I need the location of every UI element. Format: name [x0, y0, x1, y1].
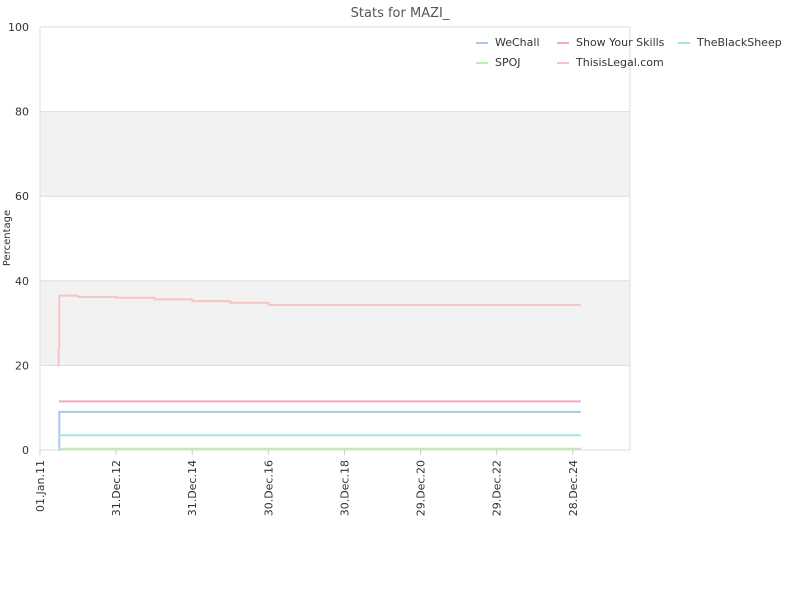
legend-label: SPOJ: [495, 56, 521, 69]
legend-label: WeChall: [495, 36, 540, 49]
legend-item-thisislegal-com[interactable]: ThisisLegal.com: [557, 56, 664, 69]
legend-item-spoj[interactable]: SPOJ: [476, 56, 521, 69]
x-tick-label: 29.Dec.20: [415, 460, 428, 516]
plot-frame: [39, 26, 631, 451]
x-tick-label: 30.Dec.18: [338, 460, 351, 516]
legend-label: Show Your Skills: [576, 36, 665, 49]
series-lines: [57, 294, 581, 451]
y-axis-ticks: 0 20 40 60 80 100: [8, 21, 29, 457]
legend-label: ThisisLegal.com: [575, 56, 664, 69]
plot-bands: [40, 111, 630, 366]
x-tick-label: 01.Jan.11: [34, 460, 47, 512]
x-tick-label: 30.Dec.16: [262, 460, 275, 516]
y-tick-label: 20: [15, 359, 29, 372]
series-line-thisislegal-com: [57, 294, 581, 367]
x-tick-label: 31.Dec.12: [110, 460, 123, 516]
plot-band-1: [40, 111, 630, 197]
x-axis-ticks: 01.Jan.11 31.Dec.12 31.Dec.14 30.Dec.16 30.D…: [34, 450, 580, 516]
series-line-wechall: [58, 410, 581, 451]
y-tick-label: 60: [15, 190, 29, 203]
y-tick-label: 0: [22, 444, 29, 457]
x-tick-label: 29.Dec.22: [491, 460, 504, 516]
plot-band-0: [40, 280, 630, 366]
legend-item-wechall[interactable]: WeChall: [476, 36, 540, 49]
x-tick-label: 31.Dec.14: [186, 460, 199, 516]
grid-lines: [40, 26, 630, 451]
y-tick-label: 40: [15, 275, 29, 288]
legend-item-show-your-skills[interactable]: Show Your Skills: [557, 36, 665, 49]
legend-item-theblacksheep[interactable]: TheBlackSheep: [678, 36, 782, 49]
legend: WeChall Show Your Skills TheBlackSheep SPOJ…: [476, 36, 782, 69]
legend-label: TheBlackSheep: [696, 36, 782, 49]
chart-title: Stats for MAZI_: [351, 6, 450, 21]
y-tick-label: 100: [8, 21, 29, 34]
x-tick-label: 28.Dec.24: [567, 460, 580, 516]
y-tick-label: 80: [15, 106, 29, 119]
y-axis-label: Percentage: [2, 210, 13, 266]
